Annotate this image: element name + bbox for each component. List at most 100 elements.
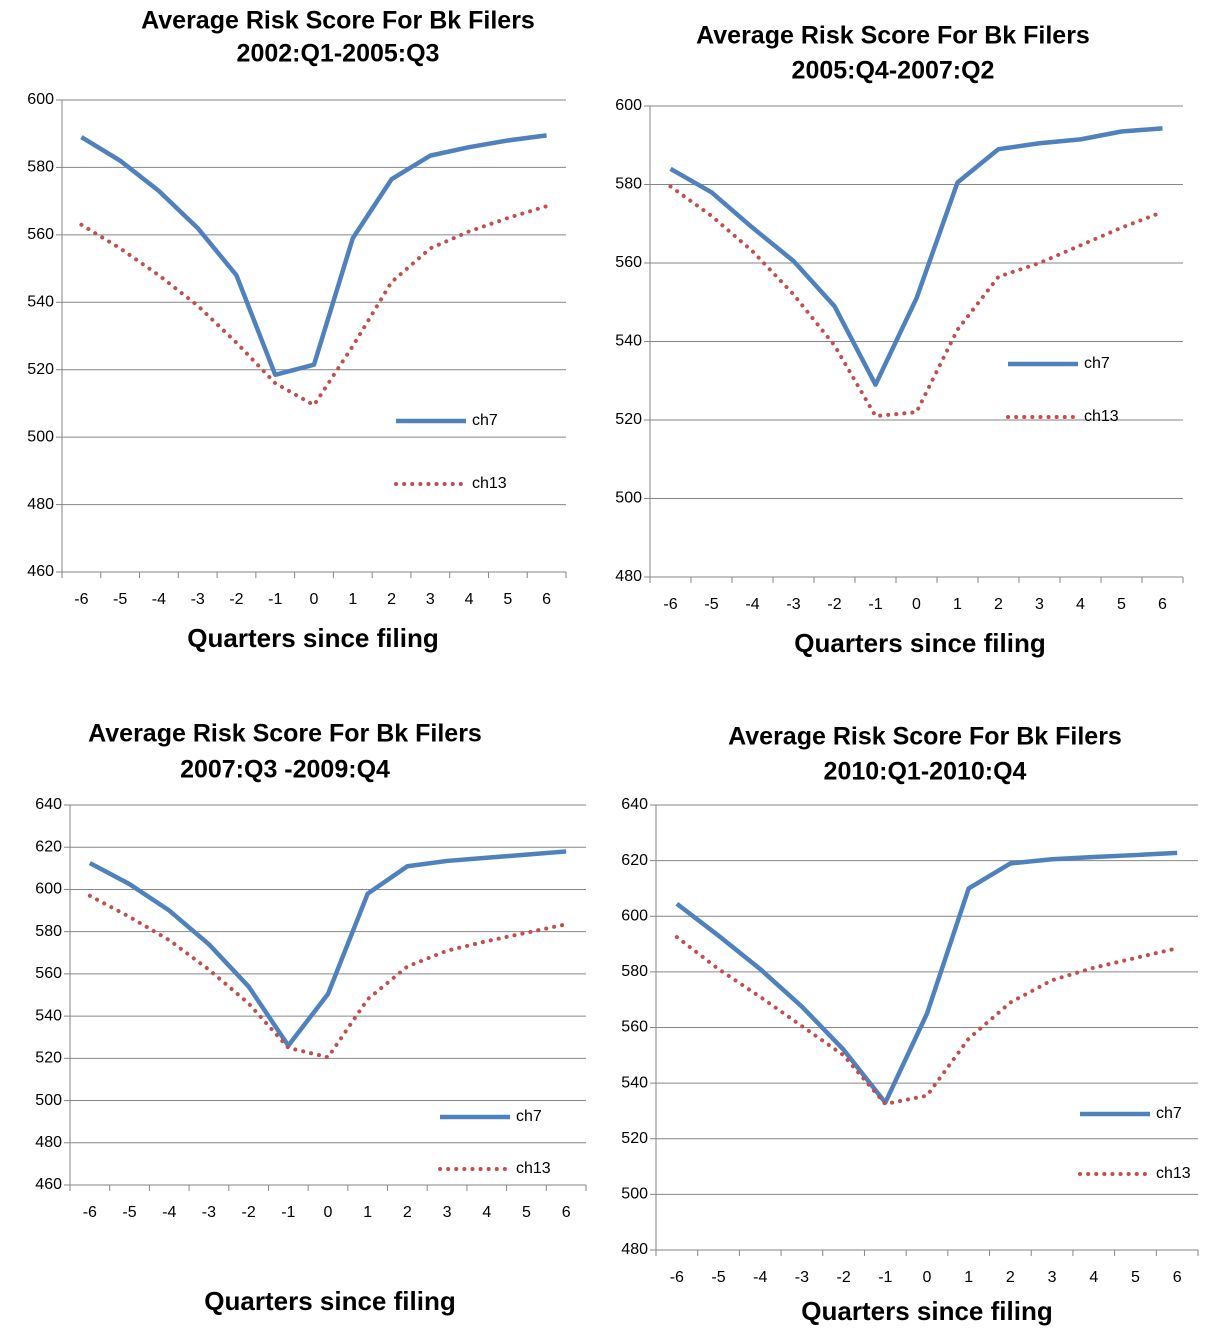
y-tick-label: 560 <box>35 965 62 982</box>
x-tick-label: -3 <box>786 596 800 613</box>
x-tick-label: -2 <box>229 591 243 608</box>
x-tick-label: 4 <box>482 1204 491 1221</box>
y-tick-label: 500 <box>35 1092 62 1109</box>
x-tick-label: -3 <box>202 1204 216 1221</box>
x-tick-label: -2 <box>827 596 841 613</box>
x-tick-label: 0 <box>310 591 319 608</box>
legend-label: ch13 <box>516 1160 551 1177</box>
x-tick-label: 2 <box>387 591 396 608</box>
x-tick-label: 4 <box>465 591 474 608</box>
x-tick-label: -5 <box>122 1204 136 1221</box>
x-tick-label: -6 <box>83 1204 97 1221</box>
x-axis-label: Quarters since filing <box>204 1286 455 1316</box>
x-tick-label: 5 <box>1117 596 1126 613</box>
x-tick-label: 1 <box>964 1269 973 1286</box>
y-tick-label: 620 <box>621 852 648 869</box>
y-tick-label: 540 <box>27 294 54 311</box>
y-tick-label: 580 <box>35 923 62 940</box>
x-tick-label: -2 <box>241 1204 255 1221</box>
chart-subtitle: 2010:Q1-2010:Q4 <box>824 758 1027 786</box>
y-tick-label: 460 <box>27 563 54 580</box>
y-tick-label: 500 <box>27 428 54 445</box>
y-tick-label: 620 <box>35 838 62 855</box>
chart-title: Average Risk Score For Bk Filers <box>728 723 1122 751</box>
x-tick-label: 5 <box>1131 1269 1140 1286</box>
y-tick-label: 520 <box>621 1130 648 1147</box>
chart-title: Average Risk Score For Bk Filers <box>696 22 1090 50</box>
legend-label: ch13 <box>472 475 507 492</box>
x-tick-label: 6 <box>542 591 551 608</box>
x-tick-label: -1 <box>868 596 882 613</box>
x-tick-label: -6 <box>663 596 677 613</box>
x-tick-label: 1 <box>363 1204 372 1221</box>
y-tick-label: 500 <box>621 1186 648 1203</box>
y-tick-label: 460 <box>35 1176 62 1193</box>
x-tick-label: -4 <box>753 1269 767 1286</box>
chart-subtitle: 2005:Q4-2007:Q2 <box>792 57 995 85</box>
y-tick-label: 480 <box>615 568 642 585</box>
y-tick-label: 540 <box>35 1007 62 1024</box>
x-tick-label: 1 <box>953 596 962 613</box>
series-line <box>80 133 547 378</box>
series-line <box>88 849 567 1048</box>
series-line <box>79 204 549 408</box>
chart-title: Average Risk Score For Bk Filers <box>141 7 535 35</box>
x-tick-label: -4 <box>745 596 759 613</box>
y-tick-label: 560 <box>615 254 642 271</box>
x-tick-label: 3 <box>1048 1269 1057 1286</box>
y-tick-label: 580 <box>621 963 648 980</box>
y-tick-label: 600 <box>615 97 642 114</box>
x-axis-label: Quarters since filing <box>187 623 438 653</box>
series-line <box>675 850 1178 1105</box>
x-tick-label: -1 <box>268 591 282 608</box>
legend-label: ch7 <box>1156 1105 1182 1122</box>
x-axis-label: Quarters since filing <box>801 1296 1052 1326</box>
x-tick-label: 5 <box>522 1204 531 1221</box>
y-tick-label: 480 <box>621 1241 648 1258</box>
series-line <box>668 184 1165 419</box>
x-tick-label: -6 <box>74 591 88 608</box>
x-tick-label: -1 <box>281 1204 295 1221</box>
x-tick-label: 1 <box>348 591 357 608</box>
x-tick-label: 6 <box>1173 1269 1182 1286</box>
chart-subtitle: 2002:Q1-2005:Q3 <box>237 40 440 68</box>
y-tick-label: 500 <box>615 490 642 507</box>
x-tick-label: -5 <box>113 591 127 608</box>
y-tick-label: 520 <box>27 361 54 378</box>
x-tick-label: 2 <box>994 596 1003 613</box>
legend-label: ch13 <box>1156 1165 1191 1182</box>
x-tick-label: -3 <box>191 591 205 608</box>
y-tick-label: 520 <box>615 411 642 428</box>
legend-label: ch7 <box>472 412 498 429</box>
x-tick-label: 3 <box>426 591 435 608</box>
y-tick-label: 600 <box>35 881 62 898</box>
x-tick-label: 0 <box>324 1204 333 1221</box>
x-tick-label: -4 <box>162 1204 176 1221</box>
y-tick-label: 580 <box>615 176 642 193</box>
y-tick-label: 640 <box>621 796 648 813</box>
y-tick-label: 600 <box>27 91 54 108</box>
y-tick-label: 640 <box>35 796 62 813</box>
x-tick-label: 4 <box>1089 1269 1098 1286</box>
x-tick-label: -5 <box>704 596 718 613</box>
y-tick-label: 540 <box>615 333 642 350</box>
y-tick-label: 520 <box>35 1050 62 1067</box>
chart-subtitle: 2007:Q3 -2009:Q4 <box>180 756 390 784</box>
y-tick-label: 480 <box>35 1134 62 1151</box>
x-tick-label: 4 <box>1076 596 1085 613</box>
x-tick-label: -2 <box>836 1269 850 1286</box>
y-tick-label: 560 <box>621 1019 648 1036</box>
y-tick-label: 480 <box>27 496 54 513</box>
series-line <box>674 935 1180 1106</box>
x-tick-label: -1 <box>878 1269 892 1286</box>
legend-label: ch7 <box>1084 355 1110 372</box>
x-tick-label: -3 <box>795 1269 809 1286</box>
y-tick-label: 580 <box>27 159 54 176</box>
x-tick-label: 0 <box>912 596 921 613</box>
x-tick-label: 5 <box>503 591 512 608</box>
x-tick-label: -6 <box>670 1269 684 1286</box>
x-tick-label: 6 <box>1158 596 1167 613</box>
x-tick-label: 6 <box>562 1204 571 1221</box>
x-tick-label: -4 <box>152 591 166 608</box>
